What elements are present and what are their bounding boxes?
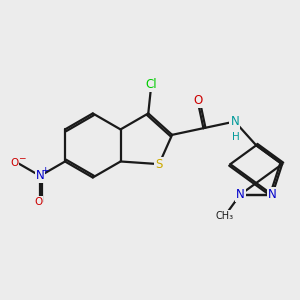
Text: +: + bbox=[41, 166, 48, 175]
Text: −: − bbox=[18, 154, 26, 163]
Text: N: N bbox=[236, 188, 244, 201]
Text: N: N bbox=[36, 169, 44, 182]
Text: H: H bbox=[232, 132, 240, 142]
Text: N: N bbox=[268, 188, 277, 201]
Text: O: O bbox=[11, 158, 19, 168]
Text: N: N bbox=[230, 115, 239, 128]
Text: CH₃: CH₃ bbox=[216, 211, 234, 221]
Text: O: O bbox=[193, 94, 202, 107]
Text: Cl: Cl bbox=[146, 78, 157, 91]
Text: O: O bbox=[34, 196, 42, 206]
Text: S: S bbox=[155, 158, 163, 171]
